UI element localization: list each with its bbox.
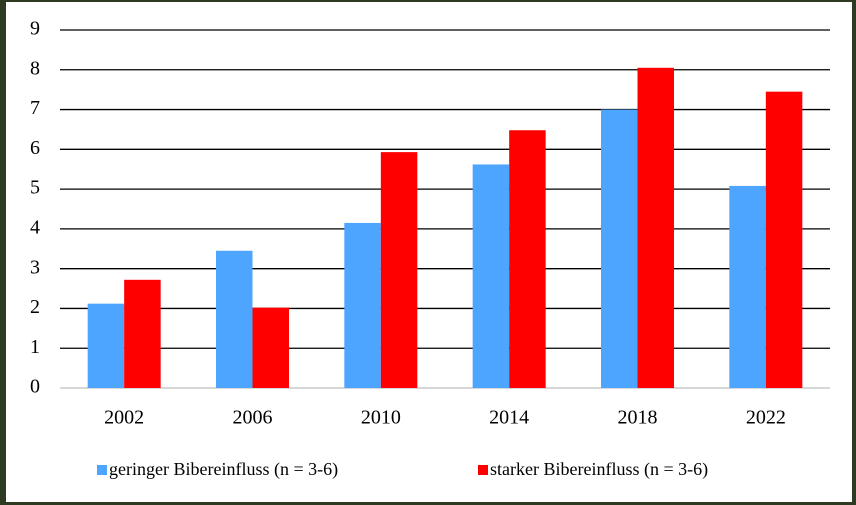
bar	[766, 92, 803, 388]
x-tick-label: 2006	[233, 407, 273, 429]
legend-label: geringer Bibereinfluss (n = 3-6)	[109, 459, 338, 480]
legend-swatch	[97, 465, 107, 475]
x-tick-label: 2010	[361, 407, 401, 429]
y-tick-label: 8	[30, 57, 40, 79]
legend-swatch	[478, 465, 488, 475]
y-tick-label: 4	[30, 216, 40, 238]
y-tick-label: 0	[30, 376, 40, 398]
bar	[88, 304, 125, 388]
page: {"chart_data": {"type": "bar", "categori…	[0, 0, 856, 505]
bar	[253, 308, 290, 388]
chart: 0 1 2 3 4 5 6 7 8 9 2002 2006 2010 2014 2018 2022 gering…	[0, 0, 856, 505]
bar	[381, 152, 418, 388]
x-tick-label: 2002	[104, 407, 144, 429]
bar	[473, 164, 510, 388]
y-tick-label: 7	[30, 97, 40, 119]
bar	[124, 280, 160, 388]
x-tick-label: 2022	[746, 407, 786, 429]
bar	[729, 186, 766, 388]
bar	[216, 251, 253, 388]
y-tick-label: 2	[30, 296, 40, 318]
y-tick-label: 5	[30, 177, 40, 199]
bar	[344, 223, 381, 388]
legend-label: starker Bibereinfluss (n = 3-6)	[490, 459, 708, 480]
x-tick-label: 2018	[618, 407, 658, 429]
x-tick-label: 2014	[489, 407, 529, 429]
y-tick-label: 3	[30, 256, 40, 278]
bar	[638, 68, 675, 388]
y-tick-label: 6	[30, 137, 40, 159]
y-tick-label: 1	[30, 336, 40, 358]
bar	[601, 110, 638, 388]
bar	[509, 130, 545, 388]
y-tick-label: 9	[30, 18, 40, 40]
